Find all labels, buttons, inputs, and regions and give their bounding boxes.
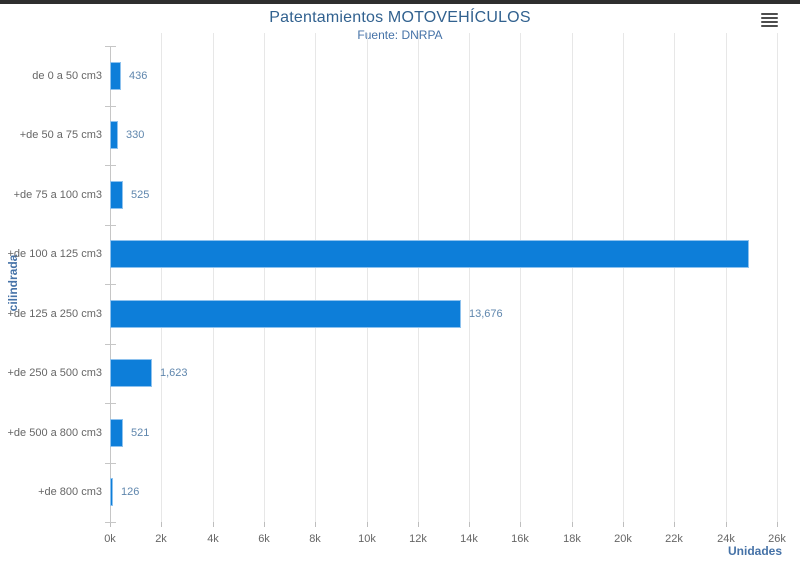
plot-area: 0k 2k 4k 6k 8k 10k 12k 14k 16k 18k 20k 22k 24k 26k de … xyxy=(8,33,786,545)
x-axis-tick xyxy=(674,522,675,527)
y-axis-tick xyxy=(105,344,116,345)
hamburger-icon xyxy=(760,13,778,27)
x-tick-label: 20k xyxy=(614,533,632,545)
x-axis-title: Unidades xyxy=(727,544,782,558)
gridline xyxy=(623,33,624,522)
data-label: 330 xyxy=(126,129,145,141)
bar[interactable] xyxy=(110,62,121,90)
x-tick-label: 0k xyxy=(104,533,116,545)
category-label: +de 50 a 75 cm3 xyxy=(19,129,102,141)
category-label: de 0 a 50 cm3 xyxy=(32,70,102,82)
category-label: +de 75 a 100 cm3 xyxy=(13,189,102,201)
bar[interactable] xyxy=(110,359,152,387)
y-axis-tick xyxy=(105,225,116,226)
x-tick-label: 6k xyxy=(258,533,270,545)
bar[interactable] xyxy=(110,121,118,149)
y-axis-tick xyxy=(105,106,116,107)
gridline xyxy=(264,33,265,522)
data-label: 126 xyxy=(121,486,140,498)
x-axis-tick xyxy=(367,522,368,527)
x-axis-tick xyxy=(315,522,316,527)
gridline xyxy=(418,33,419,522)
category-label: +de 250 a 500 cm3 xyxy=(7,367,103,379)
x-tick-label: 12k xyxy=(409,533,427,545)
gridline xyxy=(469,33,470,522)
x-tick-label: 16k xyxy=(511,533,529,545)
chart-title: Patentamientos MOTOVEHÍCULOS xyxy=(269,9,531,26)
bar[interactable] xyxy=(110,300,461,328)
x-axis-tick xyxy=(161,522,162,527)
bar[interactable] xyxy=(110,419,123,447)
x-tick-label: 22k xyxy=(665,533,683,545)
y-axis-tick xyxy=(105,403,116,404)
top-border xyxy=(0,0,800,4)
x-axis-tick xyxy=(213,522,214,527)
y-axis-tick xyxy=(105,46,116,47)
x-axis-tick xyxy=(777,522,778,527)
bar[interactable] xyxy=(110,240,749,268)
gridline xyxy=(520,33,521,522)
gridline xyxy=(315,33,316,522)
data-label: 1,623 xyxy=(160,367,188,379)
x-axis-tick xyxy=(418,522,419,527)
x-axis-tick xyxy=(572,522,573,527)
x-axis-tick xyxy=(623,522,624,527)
bar[interactable] xyxy=(110,181,123,209)
x-tick-label: 18k xyxy=(563,533,581,545)
gridline xyxy=(726,33,727,522)
x-tick-label: 4k xyxy=(207,533,219,545)
x-tick-label: 26k xyxy=(768,533,786,545)
x-axis-tick xyxy=(264,522,265,527)
category-label: +de 500 a 800 cm3 xyxy=(7,427,103,439)
gridline xyxy=(367,33,368,522)
y-axis-tick xyxy=(105,463,116,464)
data-label: 13,676 xyxy=(469,308,503,320)
x-tick-label: 14k xyxy=(460,533,478,545)
data-label: 436 xyxy=(129,70,148,82)
category-label: +de 800 cm3 xyxy=(38,486,102,498)
gridline xyxy=(572,33,573,522)
x-axis-tick xyxy=(469,522,470,527)
bar[interactable] xyxy=(110,478,113,506)
y-axis-tick xyxy=(105,522,116,523)
category-label: +de 125 a 250 cm3 xyxy=(7,308,103,320)
category-label: +de 100 a 125 cm3 xyxy=(7,248,103,260)
data-label: 525 xyxy=(131,189,150,201)
x-tick-label: 24k xyxy=(717,533,735,545)
gridline xyxy=(777,33,778,522)
y-axis-tick xyxy=(105,165,116,166)
x-axis-tick xyxy=(110,522,111,527)
x-tick-label: 8k xyxy=(309,533,321,545)
chart-subtitle: Fuente: DNRPA xyxy=(357,28,443,42)
gridline xyxy=(674,33,675,522)
data-label: 521 xyxy=(131,427,150,439)
y-axis-tick xyxy=(105,284,116,285)
x-tick-label: 2k xyxy=(155,533,167,545)
export-menu-button[interactable] xyxy=(756,10,782,32)
gridline xyxy=(161,33,162,522)
x-tick-label: 10k xyxy=(358,533,376,545)
x-axis-tick xyxy=(520,522,521,527)
gridline xyxy=(213,33,214,522)
x-axis-tick xyxy=(726,522,727,527)
